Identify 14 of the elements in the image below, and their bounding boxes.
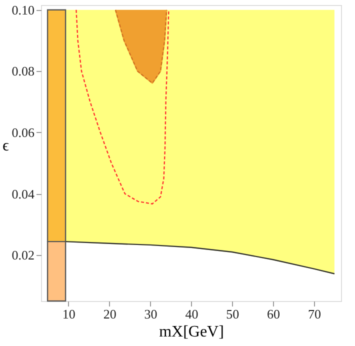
- x-tick-label: 10: [62, 306, 76, 322]
- x-tick-label: 40: [185, 306, 198, 322]
- x-tick-label: 70: [308, 306, 321, 322]
- x-axis-title: mX[GeV]: [159, 324, 224, 340]
- x-tick-label: 20: [103, 306, 116, 322]
- y-tick-label: 0.08: [12, 64, 34, 79]
- y-tick-label: 0.04: [12, 186, 35, 202]
- x-tick-label: 50: [226, 306, 240, 322]
- y-tick-label: 0.06: [12, 124, 35, 140]
- x-tick-label: 30: [144, 306, 158, 322]
- y-axis-title: ϵ: [2, 138, 10, 154]
- y-tick-label: 0.10: [12, 2, 34, 18]
- x-tick-label: 60: [267, 306, 280, 322]
- y-tick-label: 0.02: [12, 248, 34, 263]
